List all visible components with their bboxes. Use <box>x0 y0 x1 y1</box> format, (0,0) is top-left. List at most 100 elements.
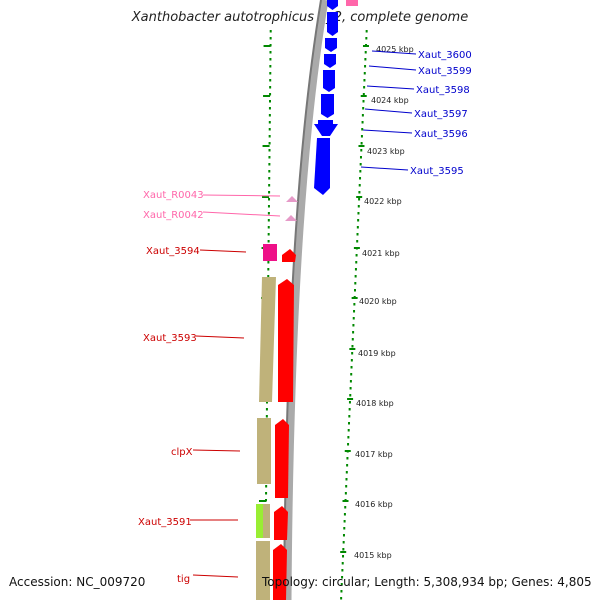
ruler-dot <box>269 30 272 33</box>
annotation-block <box>263 504 270 538</box>
gene-label-leader <box>360 166 409 171</box>
ruler-dot <box>342 555 345 558</box>
ruler-dot <box>352 331 355 334</box>
ruler-tick <box>263 45 271 47</box>
ruler-tick <box>262 196 270 198</box>
ruler-dot <box>269 100 271 103</box>
ruler-tick <box>362 45 369 47</box>
ruler-dot <box>341 569 344 572</box>
kbp-label: 4016 kbp <box>355 500 393 509</box>
ruler-dot <box>265 499 268 502</box>
ruler-dot <box>363 79 366 82</box>
ruler-dot <box>362 100 365 103</box>
ruler-dot <box>349 380 352 383</box>
gene-label: Xaut_R0043 <box>143 190 204 201</box>
ruler-dot <box>265 401 268 404</box>
ruler-dot <box>348 422 351 425</box>
ruler-dot <box>268 177 271 180</box>
ruler-dot <box>348 415 351 418</box>
annotation-block <box>259 277 276 402</box>
ruler-dot <box>359 177 362 180</box>
ruler-dot <box>346 457 349 460</box>
gene-label-leader <box>192 574 239 578</box>
ruler-dot <box>269 37 272 40</box>
ruler-dot <box>267 275 270 278</box>
ruler-dot <box>268 114 271 117</box>
ruler-dot <box>269 72 272 75</box>
kbp-label: 4024 kbp <box>371 96 409 105</box>
ruler-dot <box>268 149 271 152</box>
ruler-dot <box>359 163 362 166</box>
ruler-tick <box>358 145 365 147</box>
ruler-dot <box>267 212 270 215</box>
ruler-dot <box>269 79 272 82</box>
ruler-dot <box>342 548 345 551</box>
ruler-dot <box>347 443 350 446</box>
ruler-dot <box>341 576 344 579</box>
ruler-dot <box>356 240 359 243</box>
ruler-dot <box>353 310 356 313</box>
rna-gene <box>286 196 298 202</box>
ruler-dot <box>350 359 353 362</box>
ruler-dot <box>355 254 358 257</box>
ruler-dot <box>356 226 359 229</box>
gene-label: Xaut_3598 <box>416 85 470 96</box>
ruler-dot <box>361 114 364 117</box>
ruler-dot <box>361 121 364 124</box>
gene-label-leader <box>368 65 417 71</box>
ruler-dot <box>351 338 354 341</box>
reverse-gene-arrow <box>314 120 338 136</box>
forward-gene-arrow <box>274 506 288 540</box>
ruler-tick <box>340 551 347 553</box>
ruler-dot <box>363 86 366 89</box>
ruler-dot <box>267 205 270 208</box>
ruler-dot <box>357 205 360 208</box>
ruler-dot <box>361 128 364 131</box>
ruler-dot <box>358 198 361 201</box>
ruler-dot <box>265 492 268 495</box>
ruler-dot <box>350 366 353 369</box>
ruler-dot <box>364 65 367 68</box>
gene-label-leader <box>202 211 281 217</box>
ruler-dot <box>268 128 271 131</box>
ruler-dot <box>360 142 363 145</box>
ruler-dot <box>359 156 362 159</box>
ruler-dot <box>267 226 270 229</box>
ruler-dot <box>265 485 268 488</box>
kbp-label: 4017 kbp <box>355 450 393 459</box>
gene-label: Xaut_3599 <box>418 66 472 77</box>
gene-label: Xaut_3593 <box>143 333 197 344</box>
ruler-dot <box>343 513 346 516</box>
gene-label-leader <box>364 108 413 114</box>
ruler-dot <box>353 303 356 306</box>
gene-label-leader <box>192 449 241 452</box>
rna-gene <box>285 215 297 221</box>
ruler-dot <box>267 261 270 264</box>
reverse-gene-arrow <box>327 0 338 10</box>
ruler-dot <box>267 219 270 222</box>
ruler-dot <box>345 471 348 474</box>
gene-label: tig <box>177 574 190 585</box>
ruler-dot <box>349 394 352 397</box>
accession-text: Accession: NC_009720 <box>9 575 146 589</box>
ruler-tick <box>263 95 271 97</box>
ruler-tick <box>347 398 354 400</box>
gene-label: Xaut_3595 <box>410 166 464 177</box>
ruler-dot <box>269 93 272 96</box>
ruler-dot <box>351 345 354 348</box>
gene-label-leader <box>366 85 415 90</box>
kbp-label: 4020 kbp <box>359 297 397 306</box>
ruler-dot <box>363 72 366 75</box>
ruler-dot <box>358 191 361 194</box>
gene-label: Xaut_3597 <box>414 109 468 120</box>
ruler-dot <box>268 135 271 138</box>
reverse-gene-arrow <box>324 54 336 68</box>
ruler-dot <box>268 121 271 124</box>
ruler-dot <box>355 261 358 264</box>
ruler-dot <box>344 506 347 509</box>
annotation-block <box>256 504 263 538</box>
annotation-block <box>257 418 271 484</box>
gene-label-leader <box>362 129 413 134</box>
ruler-dot <box>365 37 368 40</box>
gene-label-leader <box>199 249 247 253</box>
